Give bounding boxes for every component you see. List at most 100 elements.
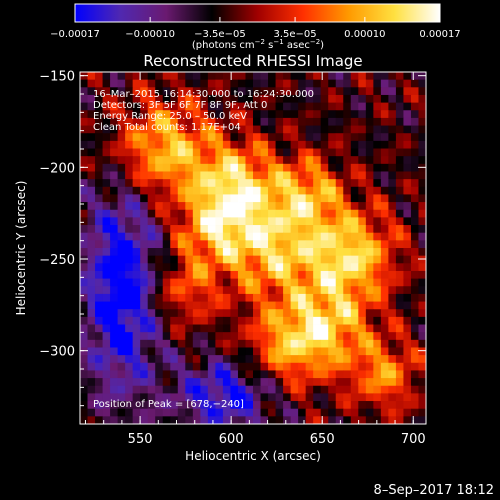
heatmap-pixel bbox=[207, 156, 216, 165]
heatmap-pixel bbox=[350, 163, 359, 172]
heatmap-pixel bbox=[283, 232, 292, 241]
heatmap-pixel bbox=[110, 148, 119, 157]
heatmap-pixel bbox=[237, 408, 246, 417]
heatmap-pixel bbox=[215, 370, 224, 379]
heatmap-pixel bbox=[410, 263, 419, 272]
heatmap-pixel bbox=[185, 385, 194, 394]
heatmap-pixel bbox=[335, 179, 344, 188]
heatmap-pixel bbox=[230, 293, 239, 302]
heatmap-pixel bbox=[162, 401, 171, 410]
heatmap-pixel bbox=[365, 301, 374, 310]
heatmap-pixel bbox=[313, 293, 322, 302]
heatmap-pixel bbox=[230, 278, 239, 287]
heatmap-pixel bbox=[162, 301, 171, 310]
heatmap-pixel bbox=[298, 324, 307, 333]
heatmap-pixel bbox=[305, 248, 314, 257]
heatmap-pixel bbox=[155, 347, 164, 356]
heatmap-pixel bbox=[380, 309, 389, 318]
heatmap-pixel bbox=[102, 232, 111, 241]
heatmap-pixel bbox=[350, 87, 359, 96]
heatmap-pixel bbox=[410, 140, 419, 149]
heatmap-pixel bbox=[222, 263, 231, 272]
heatmap-pixel bbox=[395, 156, 404, 165]
heatmap-pixel bbox=[275, 110, 284, 119]
heatmap-pixel bbox=[373, 148, 382, 157]
heatmap-pixel bbox=[313, 385, 322, 394]
heatmap-pixel bbox=[373, 163, 382, 172]
heatmap-pixel bbox=[125, 324, 134, 333]
heatmap-pixel bbox=[192, 232, 201, 241]
heatmap-pixel bbox=[395, 133, 404, 142]
x-tick-label: 550 bbox=[128, 432, 153, 447]
heatmap-pixel bbox=[388, 378, 397, 387]
heatmap-pixel bbox=[192, 217, 201, 226]
heatmap-pixel bbox=[260, 293, 269, 302]
heatmap-pixel bbox=[177, 148, 186, 157]
heatmap-pixel bbox=[395, 72, 404, 81]
heatmap-pixel bbox=[140, 263, 149, 272]
heatmap-pixel bbox=[200, 286, 209, 295]
heatmap-pixel bbox=[140, 347, 149, 356]
heatmap-pixel bbox=[260, 301, 269, 310]
heatmap-pixel bbox=[245, 355, 254, 364]
heatmap-pixel bbox=[87, 347, 96, 356]
heatmap-pixel bbox=[418, 217, 426, 226]
heatmap-pixel bbox=[87, 72, 96, 81]
heatmap-pixel bbox=[230, 133, 239, 142]
heatmap-pixel bbox=[200, 232, 209, 241]
heatmap-pixel bbox=[380, 293, 389, 302]
heatmap-pixel bbox=[268, 385, 276, 394]
heatmap-pixel bbox=[170, 355, 179, 364]
heatmap-pixel bbox=[395, 110, 404, 119]
heatmap-pixel bbox=[192, 79, 201, 88]
heatmap-pixel bbox=[147, 309, 156, 318]
heatmap-pixel bbox=[185, 163, 194, 172]
heatmap-pixel bbox=[125, 156, 134, 165]
heatmap-pixel bbox=[380, 316, 389, 325]
heatmap-pixel bbox=[290, 156, 299, 165]
heatmap-pixel bbox=[207, 232, 216, 241]
heatmap-pixel bbox=[253, 385, 261, 394]
heatmap-pixel bbox=[230, 148, 239, 157]
heatmap-pixel bbox=[87, 370, 96, 379]
heatmap-pixel bbox=[388, 416, 397, 424]
heatmap-pixel bbox=[110, 102, 119, 111]
heatmap-pixel bbox=[388, 270, 397, 280]
heatmap-pixel bbox=[335, 225, 344, 234]
heatmap-pixel bbox=[388, 140, 397, 149]
heatmap-pixel bbox=[162, 316, 171, 325]
heatmap-pixel bbox=[365, 362, 374, 371]
heatmap-pixel bbox=[388, 171, 397, 180]
heatmap-pixel bbox=[343, 94, 352, 104]
heatmap-pixel bbox=[410, 347, 419, 356]
heatmap-pixel bbox=[110, 347, 119, 356]
heatmap-pixel bbox=[253, 301, 261, 310]
heatmap-pixel bbox=[102, 79, 111, 88]
heatmap-pixel bbox=[132, 148, 141, 157]
heatmap-pixel bbox=[237, 255, 246, 264]
heatmap-pixel bbox=[155, 309, 164, 318]
heatmap-pixel bbox=[87, 79, 96, 88]
heatmap-pixel bbox=[290, 401, 299, 410]
heatmap-pixel bbox=[298, 79, 307, 88]
heatmap-pixel bbox=[80, 148, 88, 157]
heatmap-pixel bbox=[132, 401, 141, 410]
heatmap-pixel bbox=[207, 270, 216, 280]
heatmap-pixel bbox=[237, 332, 246, 341]
y-axis-title: Heliocentric Y (arcsec) bbox=[14, 181, 28, 316]
heatmap-pixel bbox=[313, 332, 322, 341]
heatmap-pixel bbox=[110, 355, 119, 364]
heatmap-pixel bbox=[117, 355, 126, 364]
heatmap-pixel bbox=[275, 125, 284, 134]
heatmap-pixel bbox=[80, 125, 88, 134]
heatmap-pixel bbox=[162, 102, 171, 111]
heatmap-pixel bbox=[275, 416, 284, 424]
heatmap-pixel bbox=[298, 378, 307, 387]
heatmap-pixel bbox=[388, 301, 397, 310]
heatmap-pixel bbox=[260, 248, 269, 257]
heatmap-pixel bbox=[365, 87, 374, 96]
heatmap-pixel bbox=[275, 94, 284, 104]
heatmap-pixel bbox=[358, 339, 367, 348]
heatmap-pixel bbox=[305, 416, 314, 424]
heatmap-pixel bbox=[395, 94, 404, 104]
